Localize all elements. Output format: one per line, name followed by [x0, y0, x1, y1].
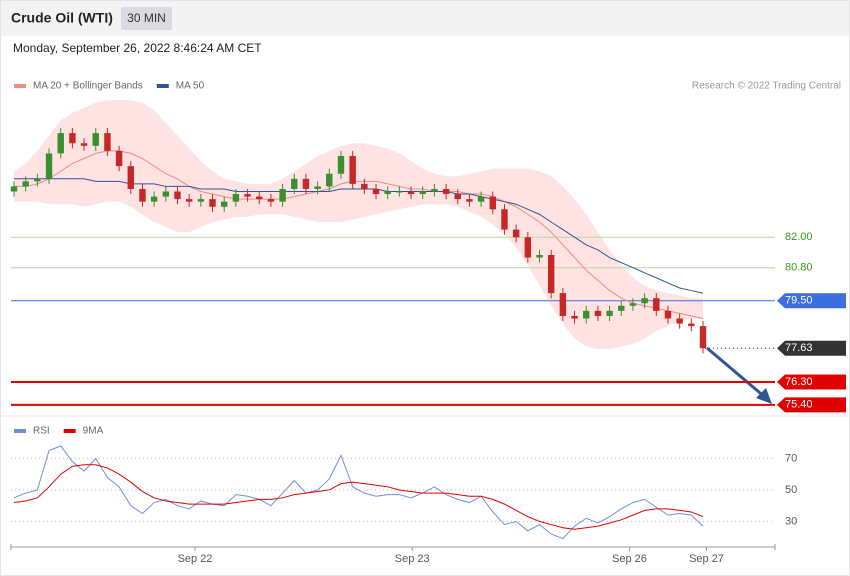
candle-body [291, 178, 298, 189]
date: Monday, September 26, 2022 8:46:24 AM CE… [13, 41, 262, 55]
y-tick-label: 70 [785, 452, 797, 464]
bollinger-band [14, 100, 703, 349]
candle-body [571, 315, 578, 319]
candle-body [653, 298, 660, 311]
level-badge [777, 340, 846, 356]
candle-body [45, 153, 53, 179]
rsi-line [13, 464, 704, 530]
candle-body [629, 303, 637, 306]
candle-body [104, 133, 111, 151]
level-label: 79.50 [785, 295, 813, 307]
y-tick-label: 30 [785, 515, 797, 527]
x-tick-label: Sep 22 [178, 553, 213, 565]
candle-body [57, 133, 64, 154]
x-tick-label: Sep 26 [612, 553, 647, 565]
candle-body [232, 194, 240, 202]
forecast-arrow [706, 346, 767, 400]
candle-body [115, 150, 123, 167]
candle-body [279, 188, 286, 202]
candle-body [80, 143, 88, 146]
x-tick-label: Sep 27 [689, 553, 724, 565]
rsi-line [13, 445, 704, 540]
credit: Research © 2022 Trading Central [692, 81, 841, 92]
level-badge [777, 293, 846, 309]
candle-body [162, 191, 170, 197]
candle-body [185, 199, 193, 202]
candle-body [536, 255, 543, 258]
level-label: 75.40 [785, 399, 813, 411]
candle-body [501, 209, 508, 230]
candle-body [256, 196, 263, 200]
legend-label: MA 50 [176, 81, 205, 92]
legend-swatch [14, 84, 26, 88]
candle-body [431, 188, 438, 192]
candle-body [606, 310, 613, 316]
ma-line [14, 150, 704, 319]
candle-body [372, 188, 380, 195]
candle-body [337, 155, 345, 174]
title: Crude Oil (WTI) [11, 10, 113, 26]
candle-body [174, 191, 181, 200]
candle-body [92, 133, 99, 146]
level-label: 80.80 [785, 262, 813, 274]
legend-label: 9MA [83, 426, 104, 437]
x-tick-label: Sep 23 [395, 553, 430, 565]
candle-body [547, 255, 555, 294]
legend-swatch [63, 429, 76, 433]
candle-body [69, 133, 76, 144]
candle-body [641, 298, 648, 304]
legend-swatch [156, 84, 169, 88]
candle-body [583, 310, 590, 319]
interval[interactable]: 30 MIN [127, 11, 166, 25]
candle-body [314, 186, 321, 189]
legend-label: RSI [33, 426, 50, 437]
candle-body [34, 178, 41, 182]
candle-body [559, 293, 567, 316]
candle-body [302, 178, 310, 189]
y-tick-label: 50 [785, 484, 797, 496]
candle-body [349, 155, 356, 184]
candle-body [197, 199, 205, 202]
candle-body [477, 196, 485, 202]
candle-body [10, 186, 18, 192]
candle-body [396, 191, 403, 193]
candle-body [489, 196, 497, 210]
candle-body [594, 310, 602, 316]
candle-body [127, 166, 134, 189]
level-label: 82.00 [785, 231, 813, 243]
candle-body [524, 237, 532, 258]
candle-body [407, 191, 415, 195]
candle-body [244, 194, 251, 197]
candle-body [22, 181, 29, 187]
candle-body [209, 199, 216, 207]
candle-body [361, 183, 368, 189]
candle-body [512, 229, 520, 238]
candle-body [326, 173, 333, 187]
candle-body [442, 188, 450, 195]
level-badge [777, 397, 846, 413]
candle-body [419, 191, 426, 195]
interval-badge[interactable] [121, 7, 172, 30]
candle-body [384, 191, 391, 195]
candle-body [220, 201, 228, 207]
candle-body [150, 196, 158, 202]
candle-body [676, 318, 683, 324]
level-label: 76.30 [785, 376, 813, 388]
legend-swatch [14, 429, 26, 433]
level-badge [777, 374, 846, 390]
candle-body [267, 199, 275, 202]
level-label: 77.63 [785, 342, 813, 354]
candle-body [466, 199, 473, 202]
candle-body [699, 326, 707, 349]
candle-body [618, 305, 625, 311]
candle-body [139, 188, 146, 202]
candle-body [688, 323, 695, 327]
legend-label: MA 20 + Bollinger Bands [33, 81, 143, 92]
candle-body [664, 310, 672, 319]
forecast-arrow-head [756, 388, 772, 404]
candle-body [454, 194, 461, 200]
